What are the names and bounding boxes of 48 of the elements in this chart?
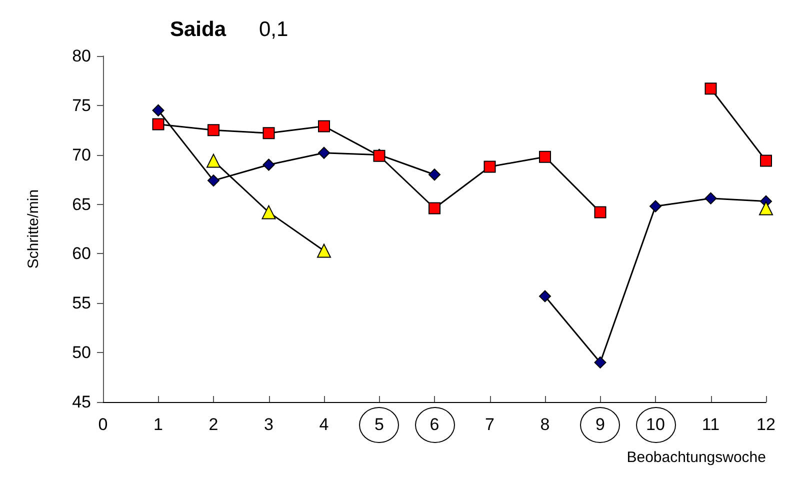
y-tick-label: 80 [72, 46, 91, 66]
point [262, 127, 275, 140]
x-tick-label: 10 [646, 415, 665, 434]
point [539, 290, 551, 302]
point [428, 168, 440, 181]
point [208, 124, 220, 136]
x-axis-title: Beobachtungswoche [626, 449, 766, 466]
y-tick-label: 60 [72, 244, 91, 264]
point [318, 146, 330, 159]
point [759, 201, 773, 216]
point [428, 202, 440, 214]
point [484, 160, 496, 173]
x-tick-label: 9 [596, 415, 605, 434]
x-tick-label: 2 [208, 415, 218, 434]
point [704, 82, 717, 95]
point [594, 356, 606, 368]
point [152, 104, 164, 116]
x-tick-label: 5 [374, 415, 384, 434]
chart-title: Saida [170, 18, 226, 41]
x-tick-label: 0 [98, 415, 108, 434]
y-tick-label: 50 [72, 343, 91, 362]
y-axis-title: Schritte/min [25, 189, 42, 269]
point [539, 150, 551, 163]
chart-subtitle: 0,1 [259, 18, 288, 41]
x-tick-label: 12 [756, 415, 776, 434]
point [318, 120, 330, 132]
point [704, 192, 717, 204]
point [262, 205, 276, 220]
y-tick-label: 75 [72, 96, 91, 115]
point [206, 154, 220, 168]
x-tick-label: 8 [540, 415, 550, 434]
point [650, 200, 662, 212]
point [760, 154, 772, 167]
point [594, 206, 606, 218]
y-tick-label: 65 [72, 194, 91, 214]
point [152, 118, 164, 130]
x-tick-label: 1 [154, 415, 163, 434]
x-tick-label: 3 [264, 415, 274, 434]
x-tick-label: 11 [702, 415, 720, 434]
y-tick-label: 55 [72, 294, 91, 313]
point [208, 174, 220, 187]
x-tick-label: 6 [430, 415, 440, 434]
x-tick-label: 7 [485, 415, 494, 434]
point [262, 158, 275, 171]
point [317, 244, 331, 258]
y-tick-label: 45 [72, 392, 91, 412]
y-tick-label: 70 [72, 145, 91, 164]
x-tick-label: 4 [319, 415, 329, 434]
